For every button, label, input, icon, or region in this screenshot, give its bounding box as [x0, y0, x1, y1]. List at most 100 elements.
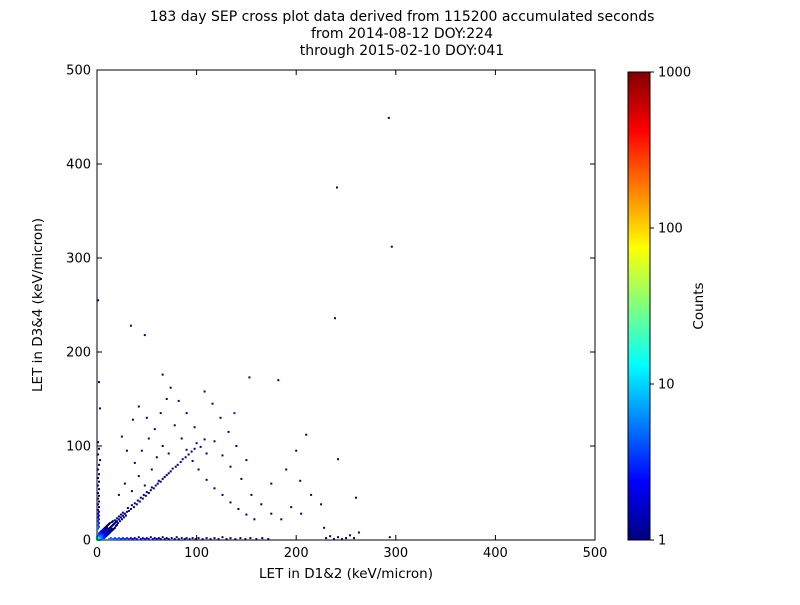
- scatter-point: [336, 186, 338, 189]
- x-tick-label: 400: [483, 546, 508, 561]
- y-tick-label: 200: [66, 346, 91, 361]
- colorbar-tick-label: 1: [658, 534, 666, 549]
- x-axis-label: LET in D1&2 (keV/micron): [259, 566, 433, 582]
- scatter-point: [337, 536, 339, 539]
- scatter-point: [203, 438, 206, 441]
- scatter-point: [161, 536, 164, 539]
- scatter-point: [129, 537, 132, 540]
- scatter-point: [124, 514, 127, 517]
- scatter-point: [213, 537, 216, 540]
- x-tick-label: 300: [383, 546, 408, 561]
- scatter-point: [99, 459, 101, 462]
- scatter-point: [115, 520, 118, 523]
- scatter-point: [97, 468, 99, 471]
- scatter-point: [113, 519, 116, 522]
- scatter-point: [145, 537, 148, 540]
- x-tick-label: 0: [93, 546, 101, 561]
- scatter-point: [119, 516, 122, 519]
- scatter-point: [117, 493, 120, 496]
- scatter-point: [161, 477, 164, 480]
- y-tick-label: 0: [83, 534, 91, 549]
- scatter-point: [98, 500, 100, 503]
- scatter-point: [108, 522, 111, 525]
- scatter-point: [229, 537, 232, 540]
- scatter-point: [135, 503, 138, 506]
- scatter-point: [113, 537, 116, 540]
- scatter-point: [181, 458, 184, 461]
- scatter-point: [300, 512, 303, 515]
- scatter-point: [174, 465, 177, 468]
- scatter-point: [97, 516, 99, 519]
- scatter-point: [98, 506, 100, 509]
- scatter-point: [97, 497, 99, 500]
- colorbar-tick-label: 1000: [658, 66, 691, 81]
- scatter-point: [197, 468, 200, 471]
- scatter-point: [119, 538, 122, 541]
- y-tick-label: 100: [66, 440, 91, 455]
- scatter-point: [193, 426, 196, 429]
- scatter-point: [167, 472, 170, 475]
- scatter-point: [98, 463, 100, 466]
- scatter-point: [154, 484, 157, 487]
- scatter-point: [191, 537, 194, 540]
- scatter-point: [139, 496, 142, 499]
- scatter-point: [98, 510, 100, 513]
- colorbar-tick-labels: 1 10 100 1000: [650, 66, 691, 549]
- scatter-point: [150, 468, 153, 471]
- scatter-point: [123, 482, 126, 485]
- scatter-point: [157, 479, 160, 482]
- scatter-point: [118, 520, 121, 523]
- scatter-point: [305, 433, 308, 436]
- scatter-point: [173, 424, 176, 427]
- scatter-point: [345, 537, 347, 540]
- x-tick-label: 200: [284, 546, 309, 561]
- scatter-point: [185, 537, 188, 540]
- scatter-point: [97, 477, 99, 479]
- scatter-point: [161, 373, 164, 376]
- scatter-point: [97, 508, 99, 511]
- scatter-point: [111, 520, 114, 523]
- scatter-point: [285, 468, 288, 471]
- scatter-point: [277, 379, 280, 382]
- scatter-point: [177, 399, 180, 402]
- scatter-point: [97, 503, 99, 506]
- scatter-point: [183, 538, 186, 541]
- scatter-point: [195, 442, 198, 445]
- scatter-point: [97, 524, 99, 526]
- scatter-point: [173, 538, 176, 541]
- scatter-point: [151, 538, 154, 541]
- scatter-point: [234, 538, 237, 541]
- scatter-point: [127, 509, 130, 512]
- scatter-point: [99, 407, 101, 410]
- scatter-point: [270, 482, 273, 485]
- scatter-point: [129, 508, 132, 510]
- scatter-point: [97, 527, 99, 530]
- scatter-point: [197, 537, 200, 540]
- scatter-points: [96, 116, 393, 541]
- scatter-point: [140, 449, 143, 452]
- scatter-point: [221, 536, 224, 539]
- scatter-point: [115, 524, 118, 526]
- scatter-point: [209, 538, 212, 541]
- scatter-point: [169, 386, 172, 389]
- scatter-point: [240, 477, 243, 480]
- scatter-point: [132, 506, 135, 509]
- scatter-point: [135, 538, 138, 541]
- scatter-point: [213, 440, 216, 443]
- colorbar-label: Counts: [691, 282, 707, 329]
- scatter-point: [119, 513, 122, 516]
- scatter-point: [225, 538, 228, 541]
- scatter-point: [167, 452, 170, 455]
- scatter-point: [144, 494, 147, 497]
- scatter-point: [131, 538, 134, 541]
- scatter-point: [113, 526, 116, 529]
- scatter-point: [97, 512, 99, 515]
- scatter-point: [98, 488, 100, 491]
- scatter-point: [108, 538, 110, 541]
- scatter-point: [149, 536, 152, 539]
- scatter-point: [117, 518, 120, 521]
- scatter-point: [245, 513, 248, 516]
- scatter-point: [255, 538, 258, 541]
- x-tick-label: 100: [184, 546, 209, 561]
